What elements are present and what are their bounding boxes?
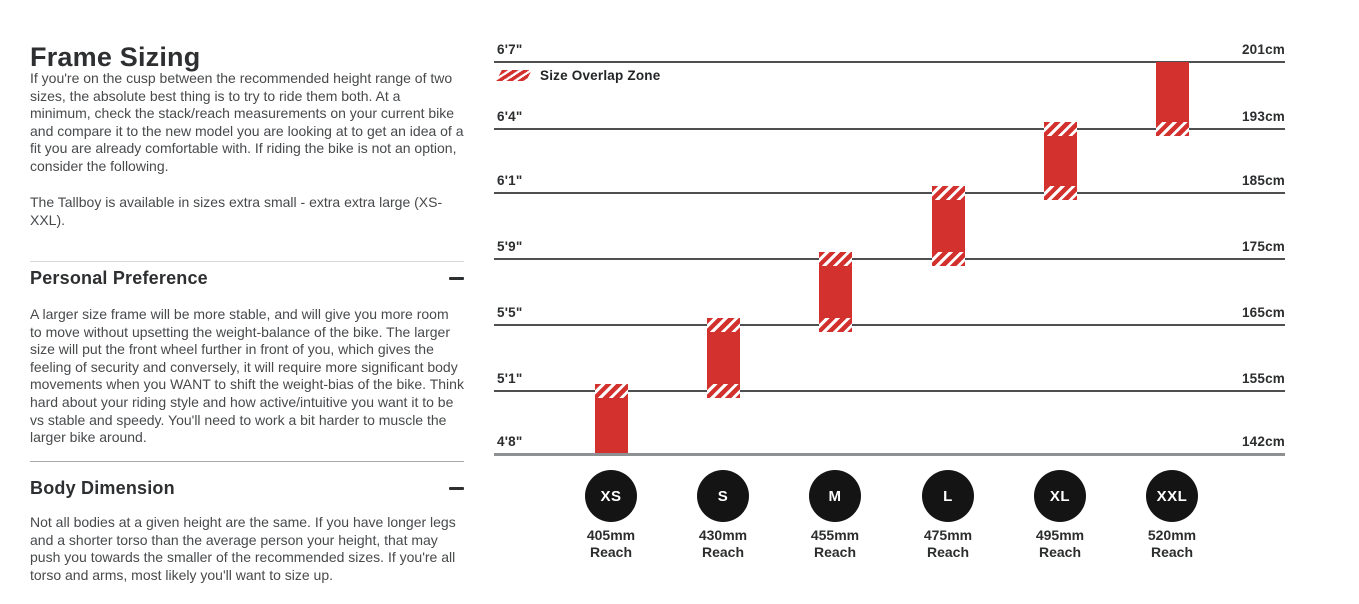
size-bar-xs	[594, 384, 628, 453]
overlap-zone-top	[1043, 122, 1077, 136]
reach-value: 430mm	[698, 527, 748, 543]
size-bar-l	[931, 186, 965, 266]
reach-value: 475mm	[923, 527, 973, 543]
collapse-minus-icon[interactable]	[449, 487, 464, 490]
page-title: Frame Sizing	[30, 42, 201, 73]
overlap-zone-bottom	[931, 252, 965, 266]
reach-label-xs: 405mm Reach	[555, 527, 667, 560]
reach-value: 405mm	[586, 527, 636, 543]
size-bar-s	[706, 318, 740, 398]
reach-caption: Reach	[701, 543, 745, 560]
reach-label-s: 430mm Reach	[667, 527, 779, 560]
height-label-ft: 5'1"	[497, 371, 523, 386]
size-range-solid	[1155, 62, 1189, 122]
size-range-solid	[931, 200, 965, 252]
size-bar-xl	[1043, 122, 1077, 200]
height-label-cm: 142cm	[1241, 434, 1285, 449]
reach-caption: Reach	[589, 543, 633, 560]
overlap-zone-top	[931, 186, 965, 200]
height-gridline	[494, 258, 1285, 260]
section-divider	[30, 461, 464, 462]
height-gridline	[494, 61, 1285, 63]
size-circle-xs: XS	[585, 470, 637, 522]
size-range-solid	[818, 266, 852, 318]
size-circle-l: L	[922, 470, 974, 522]
reach-caption: Reach	[1038, 543, 1082, 560]
personal-preference-body: A larger size frame will be more stable,…	[30, 306, 464, 446]
overlap-zone-bottom	[706, 384, 740, 398]
reach-label-l: 475mm Reach	[892, 527, 1004, 560]
section-header-personal-preference[interactable]: Personal Preference	[30, 268, 464, 289]
reach-label-xl: 495mm Reach	[1004, 527, 1116, 560]
size-range-solid	[594, 398, 628, 453]
reach-label-m: 455mm Reach	[779, 527, 891, 560]
overlap-zone-bottom	[1155, 122, 1189, 136]
size-bar-xxl	[1155, 62, 1189, 136]
height-label-ft: 6'4"	[497, 109, 523, 124]
reach-caption: Reach	[926, 543, 970, 560]
size-range-solid	[1043, 136, 1077, 186]
height-label-cm: 185cm	[1241, 173, 1285, 188]
size-circle-xxl: XXL	[1146, 470, 1198, 522]
collapse-minus-icon[interactable]	[449, 277, 464, 280]
height-label-cm: 201cm	[1241, 42, 1285, 57]
overlap-zone-top	[818, 252, 852, 266]
height-label-ft: 4'8"	[497, 434, 523, 449]
chart-legend: Size Overlap Zone	[496, 68, 661, 83]
size-circle-m: M	[809, 470, 861, 522]
size-circle-xl: XL	[1034, 470, 1086, 522]
section-divider	[30, 261, 464, 262]
reach-value: 495mm	[1035, 527, 1085, 543]
intro-paragraph-2: The Tallboy is available in sizes extra …	[30, 194, 443, 228]
height-gridline	[494, 192, 1285, 194]
height-label-ft: 6'1"	[497, 173, 523, 188]
reach-value: 455mm	[810, 527, 860, 543]
overlap-zone-top	[594, 384, 628, 398]
height-gridline	[494, 324, 1285, 326]
section-title: Body Dimension	[30, 478, 175, 498]
reach-caption: Reach	[1150, 543, 1194, 560]
height-label-cm: 193cm	[1241, 109, 1285, 124]
size-range-solid	[706, 332, 740, 384]
height-gridline	[494, 390, 1285, 392]
overlap-zone-bottom	[818, 318, 852, 332]
section-title: Personal Preference	[30, 268, 208, 288]
intro-paragraph-1: If you're on the cusp between the recomm…	[30, 70, 464, 174]
height-label-cm: 165cm	[1241, 305, 1285, 320]
body-dimension-body: Not all bodies at a given height are the…	[30, 514, 456, 583]
overlap-zone-swatch-icon	[496, 70, 532, 81]
reach-value: 520mm	[1147, 527, 1197, 543]
height-label-ft: 6'7"	[497, 42, 523, 57]
height-gridline	[494, 453, 1285, 456]
overlap-zone-top	[706, 318, 740, 332]
size-circle-s: S	[697, 470, 749, 522]
info-column: Frame Sizing If you're on the cusp betwe…	[30, 0, 464, 604]
legend-label: Size Overlap Zone	[540, 68, 661, 83]
overlap-zone-bottom	[1043, 186, 1077, 200]
height-label-ft: 5'5"	[497, 305, 523, 320]
reach-caption: Reach	[813, 543, 857, 560]
height-label-ft: 5'9"	[497, 239, 523, 254]
section-header-body-dimension[interactable]: Body Dimension	[30, 478, 464, 499]
reach-label-xxl: 520mm Reach	[1116, 527, 1228, 560]
size-bar-m	[818, 252, 852, 332]
height-gridline	[494, 128, 1285, 130]
height-label-cm: 175cm	[1241, 239, 1285, 254]
height-label-cm: 155cm	[1241, 371, 1285, 386]
